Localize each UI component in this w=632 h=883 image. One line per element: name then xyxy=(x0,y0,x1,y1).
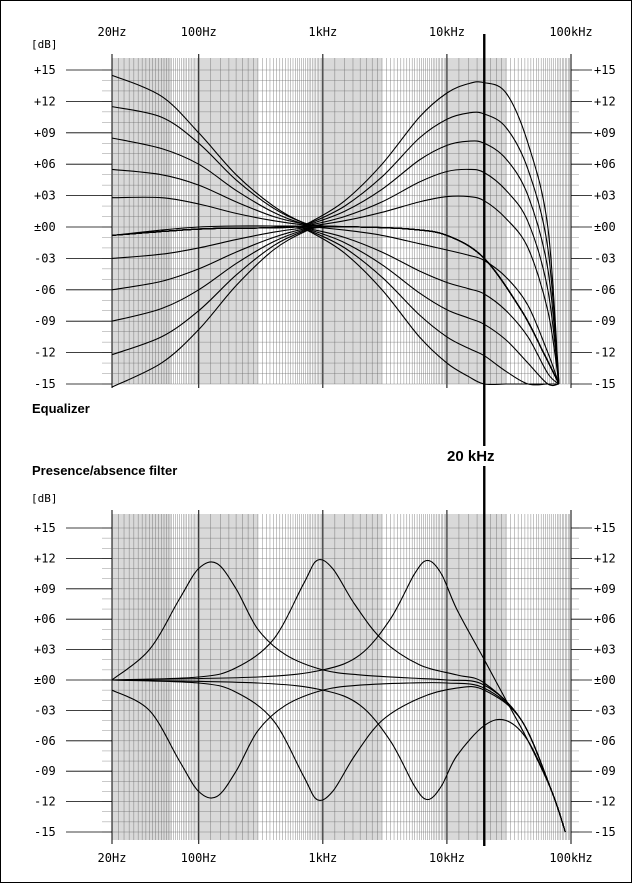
equalizer-xtick-label: 100Hz xyxy=(181,25,217,39)
equalizer-ytick-label-left: -09 xyxy=(34,314,56,328)
equalizer-vgrid xyxy=(111,58,570,384)
presence-absence-ytick-label-left: -03 xyxy=(34,703,56,717)
equalizer-ytick-label-left: -12 xyxy=(34,346,56,360)
equalizer-ytick-label-left: +03 xyxy=(34,189,56,203)
presence-absence-ytick-label-right: +09 xyxy=(594,582,616,596)
equalizer-ytick-label-left: -06 xyxy=(34,283,56,297)
presence-absence-ytick-label-left: +09 xyxy=(34,582,56,596)
presence-absence-ytick-label-right: -09 xyxy=(594,764,616,778)
presence-absence-curve-curve-3 xyxy=(111,559,566,833)
equalizer-xtick-label: 100kHz xyxy=(549,25,592,39)
presence-absence-ytick-label-left: -06 xyxy=(34,734,56,748)
equalizer-chart: +15 +15 +12 +12 +09 +09 +06 +06 +03 +03 ±00 ±00 -03 -… xyxy=(34,25,616,391)
presence-absence-ytick-label-right: -15 xyxy=(594,825,616,839)
presence-absence-title: Presence/absence filter xyxy=(32,463,177,478)
presence-absence-ytick-label-right: -06 xyxy=(594,734,616,748)
equalizer-ytick-label-right: +12 xyxy=(594,94,616,108)
presence-absence-ytick-label-right: +12 xyxy=(594,551,616,565)
equalizer-y-unit-label: [dB] xyxy=(31,38,58,51)
equalizer-ytick-label-right: -12 xyxy=(594,346,616,360)
presence-absence-xtick-label: 10kHz xyxy=(429,851,465,865)
equalizer-xtick-label: 1kHz xyxy=(308,25,337,39)
presence-absence-ytick-label-right: ±00 xyxy=(594,673,616,687)
presence-absence-band-shade xyxy=(112,514,172,840)
presence-absence-ytick-label-left: ±00 xyxy=(34,673,56,687)
equalizer-ytick-label-right: +09 xyxy=(594,126,616,140)
equalizer-ytick-label-right: +06 xyxy=(594,157,616,171)
presence-absence-ytick-label-right: -03 xyxy=(594,703,616,717)
presence-absence-band-shade xyxy=(322,514,383,840)
equalizer-ytick-label-left: +15 xyxy=(34,63,56,77)
presence-absence-ytick-label-left: -15 xyxy=(34,825,56,839)
equalizer-xtick-label: 10kHz xyxy=(429,25,465,39)
equalizer-treble-curve-10 xyxy=(111,226,559,386)
marker-20khz-label: 20 kHz xyxy=(447,448,495,465)
equalizer-title: Equalizer xyxy=(32,401,90,416)
equalizer-ytick-label-right: -09 xyxy=(594,314,616,328)
equalizer-ytick-label-left: ±00 xyxy=(34,220,56,234)
equalizer-bass-curve-11 xyxy=(111,225,560,388)
presence-absence-chart: +15 +15 +12 +12 +09 +09 +06 +06 +03 +03 ±00 ±00 -03 -… xyxy=(34,510,616,865)
presence-absence-curve-curve-4 xyxy=(111,679,566,833)
equalizer-ytick-label-left: +06 xyxy=(34,157,56,171)
presence-absence-curve-curve-5 xyxy=(111,559,566,833)
presence-absence-hgrid xyxy=(102,527,579,833)
presence-absence-ytick-label-left: +03 xyxy=(34,643,56,657)
equalizer-band-shade xyxy=(112,58,172,384)
equalizer-ytick-label-left: +12 xyxy=(34,94,56,108)
equalizer-ytick-label-left: +09 xyxy=(34,126,56,140)
presence-absence-ytick-label-left: +15 xyxy=(34,521,56,535)
presence-absence-ytick-label-right: -12 xyxy=(594,795,616,809)
equalizer-ytick-label-right: -15 xyxy=(594,377,616,391)
presence-absence-ytick-label-right: +03 xyxy=(594,643,616,657)
presence-absence-y-unit-label: [dB] xyxy=(31,492,58,505)
equalizer-ytick-label-left: -15 xyxy=(34,377,56,391)
equalizer-ytick-label-right: +15 xyxy=(594,63,616,77)
presence-absence-xtick-label: 20Hz xyxy=(98,851,127,865)
presence-absence-ytick-label-left: +06 xyxy=(34,612,56,626)
presence-absence-ytick-label-right: +15 xyxy=(594,521,616,535)
equalizer-ytick-label-right: ±00 xyxy=(594,220,616,234)
presence-absence-ytick-label-left: +12 xyxy=(34,551,56,565)
equalizer-band-shade xyxy=(198,58,258,384)
presence-absence-curve-curve-6 xyxy=(111,679,566,833)
presence-absence-band-shade xyxy=(446,514,507,840)
presence-absence-ytick-label-right: +06 xyxy=(594,612,616,626)
equalizer-band-shade xyxy=(322,58,383,384)
presence-absence-ytick-label-left: -09 xyxy=(34,764,56,778)
presence-absence-xtick-label: 1kHz xyxy=(308,851,337,865)
equalizer-ytick-label-right: -06 xyxy=(594,283,616,297)
equalizer-band-shade xyxy=(446,58,507,384)
equalizer-ytick-label-left: -03 xyxy=(34,251,56,265)
equalizer-ytick-label-right: +03 xyxy=(594,189,616,203)
presence-absence-xtick-label: 100Hz xyxy=(181,851,217,865)
equalizer-xtick-label: 20Hz xyxy=(98,25,127,39)
presence-absence-ytick-label-left: -12 xyxy=(34,795,56,809)
presence-absence-xtick-label: 100kHz xyxy=(549,851,592,865)
equalizer-ytick-label-right: -03 xyxy=(594,251,616,265)
